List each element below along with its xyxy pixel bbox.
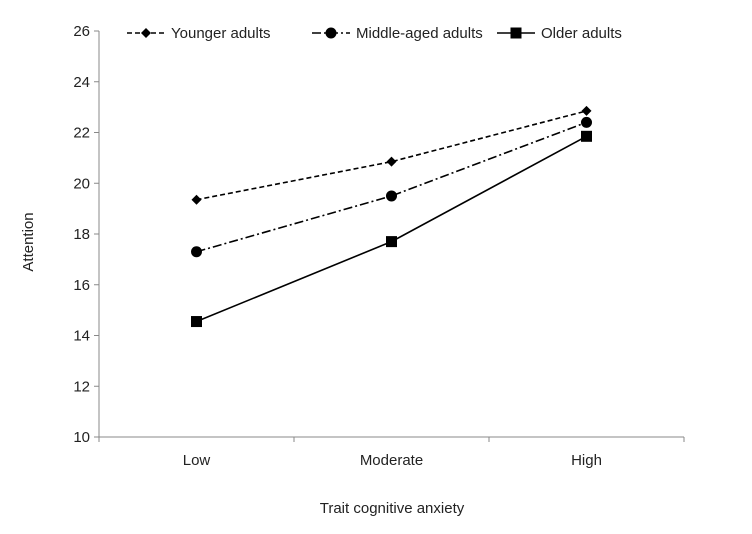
data-point-circle bbox=[581, 116, 592, 128]
x-tick-label-moderate: Moderate bbox=[360, 452, 423, 469]
legend-label: Older adults bbox=[541, 25, 622, 42]
y-tick-label: 20 bbox=[73, 175, 90, 192]
data-point-square bbox=[191, 316, 202, 328]
x-tick-label-high: High bbox=[571, 452, 602, 469]
data-point-square bbox=[581, 130, 592, 142]
data-point-diamond bbox=[191, 194, 202, 205]
legend: Younger adults Middle-aged adults Older ad… bbox=[127, 25, 622, 42]
legend-marker-diamond bbox=[141, 28, 151, 38]
data-point-diamond bbox=[386, 156, 397, 167]
series-middle-aged-adults bbox=[191, 116, 592, 258]
series-older-adults bbox=[191, 130, 592, 328]
y-tick-label: 14 bbox=[73, 328, 90, 345]
y-tick-label: 22 bbox=[73, 125, 90, 142]
legend-marker-square bbox=[510, 27, 522, 39]
series-layer bbox=[191, 105, 592, 328]
y-tick-label: 16 bbox=[73, 277, 90, 294]
legend-entry: Older adults bbox=[497, 25, 622, 42]
legend-marker-circle bbox=[325, 27, 337, 39]
y-tick-label: 10 bbox=[73, 429, 90, 446]
series-line bbox=[196, 110, 587, 201]
x-tick-label-low: Low bbox=[183, 452, 211, 469]
data-point-circle bbox=[386, 190, 397, 202]
x-ticks: Low Moderate High bbox=[98, 437, 685, 469]
y-tick-label: 18 bbox=[73, 226, 90, 243]
axes bbox=[98, 31, 684, 438]
data-point-square bbox=[386, 236, 397, 248]
legend-entry: Middle-aged adults bbox=[312, 25, 483, 42]
y-ticks: 10 12 14 16 18 20 22 24 26 bbox=[73, 23, 99, 446]
data-point-circle bbox=[191, 246, 202, 258]
series-line bbox=[196, 121, 587, 253]
y-tick-label: 26 bbox=[73, 23, 90, 40]
y-tick-label: 12 bbox=[73, 378, 90, 395]
data-point-diamond bbox=[581, 105, 592, 116]
legend-label: Middle-aged adults bbox=[356, 25, 483, 42]
series-younger-adults bbox=[191, 105, 592, 205]
x-axis-title: Trait cognitive anxiety bbox=[320, 500, 465, 517]
legend-entry: Younger adults bbox=[127, 25, 271, 42]
y-axis-title: Attention bbox=[20, 212, 37, 271]
legend-label: Younger adults bbox=[171, 25, 271, 42]
y-tick-label: 24 bbox=[73, 74, 90, 91]
